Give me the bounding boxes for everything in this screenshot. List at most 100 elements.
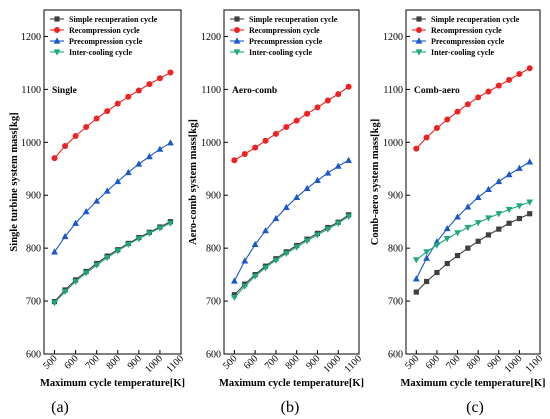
y-tick-label: 1200 xyxy=(21,32,41,43)
series-line xyxy=(233,159,349,282)
data-point xyxy=(505,206,513,214)
data-point xyxy=(82,208,90,215)
series-line xyxy=(54,142,171,253)
data-point xyxy=(314,232,321,239)
x-tick-label: 1000 xyxy=(143,353,165,375)
x-tick-label: 900 xyxy=(486,353,504,371)
data-point xyxy=(495,177,503,185)
data-point xyxy=(241,257,249,264)
y-tick-label: 1000 xyxy=(201,138,221,149)
data-point xyxy=(82,270,90,277)
y-tick-label: 900 xyxy=(206,191,221,202)
data-point xyxy=(231,157,238,164)
subfigure-label: (a) xyxy=(51,399,69,416)
data-point xyxy=(156,75,163,82)
data-point xyxy=(145,152,153,160)
legend-label: Inter-cooling cycle xyxy=(249,48,312,57)
data-point xyxy=(230,294,238,301)
data-point xyxy=(93,262,101,269)
x-tick-label: 500 xyxy=(403,353,421,371)
series-1 xyxy=(413,65,533,152)
y-tick-label: 600 xyxy=(26,350,41,361)
data-point xyxy=(345,83,352,90)
plot-frame xyxy=(43,9,182,355)
y-tick-label: 1100 xyxy=(21,85,41,96)
data-point xyxy=(526,158,534,165)
data-point xyxy=(474,193,482,200)
data-point xyxy=(303,184,311,191)
legend-marker xyxy=(415,37,423,44)
data-point xyxy=(230,277,238,284)
panel-annotation: Aero-comb xyxy=(232,86,277,96)
legend-marker xyxy=(234,27,240,33)
y-tick-label: 1200 xyxy=(383,32,403,43)
y-tick-label: 1100 xyxy=(201,85,221,96)
x-tick-label: 800 xyxy=(465,353,483,371)
legend-marker xyxy=(233,37,241,44)
data-point xyxy=(135,236,143,243)
legend-label: Recompression cycle xyxy=(69,26,140,35)
data-point xyxy=(464,101,471,108)
data-point xyxy=(434,269,440,276)
x-tick-label: 1100 xyxy=(342,353,364,375)
legend-label: Precompression cycle xyxy=(249,37,323,46)
y-tick-label: 900 xyxy=(26,191,41,202)
data-point xyxy=(231,292,237,298)
data-point xyxy=(51,300,58,307)
series-line xyxy=(415,201,530,261)
data-point xyxy=(454,252,461,259)
y-axis-title: Aero-comb system mass[kg] xyxy=(188,119,199,245)
data-point xyxy=(433,125,440,132)
data-point xyxy=(314,176,321,184)
data-point xyxy=(262,227,269,234)
data-point xyxy=(515,203,523,210)
data-point xyxy=(454,108,461,115)
data-point xyxy=(293,244,301,251)
data-point xyxy=(485,185,492,193)
series-2 xyxy=(412,158,534,282)
data-point xyxy=(61,288,69,296)
data-point xyxy=(156,145,164,152)
series-line xyxy=(415,161,530,280)
data-point xyxy=(527,211,533,217)
data-point xyxy=(413,145,420,152)
data-point xyxy=(262,265,269,272)
y-tick-label: 600 xyxy=(388,350,403,361)
data-point xyxy=(124,241,132,249)
series-2 xyxy=(51,139,174,255)
legend-label: Inter-cooling cycle xyxy=(431,48,494,57)
data-point xyxy=(423,134,430,141)
data-point xyxy=(465,245,471,251)
data-point xyxy=(167,69,174,76)
y-tick-label: 900 xyxy=(388,191,403,202)
x-tick-label: 600 xyxy=(242,353,260,371)
data-point xyxy=(443,236,451,243)
y-axis-title: Comb-aero system mass[kg] xyxy=(370,119,381,245)
series-line xyxy=(233,215,349,298)
legend-marker xyxy=(53,37,61,44)
data-point xyxy=(444,260,450,267)
data-point xyxy=(324,226,332,233)
data-point xyxy=(474,220,482,227)
data-point xyxy=(334,220,342,227)
data-point xyxy=(526,65,533,72)
data-point xyxy=(93,197,101,204)
legend: Simple recuperation cycle Recompression c… xyxy=(50,15,158,57)
legend-label: Recompression cycle xyxy=(431,26,502,35)
series-line xyxy=(415,67,530,150)
legend-label: Simple recuperation cycle xyxy=(431,15,520,24)
data-point xyxy=(114,100,121,107)
series-3 xyxy=(230,213,353,301)
data-point xyxy=(93,115,100,122)
data-point xyxy=(167,139,174,146)
data-point xyxy=(282,203,290,211)
data-point xyxy=(454,213,461,220)
x-tick-label: 1100 xyxy=(523,353,545,375)
y-tick-label: 700 xyxy=(388,297,403,308)
data-point xyxy=(423,254,431,261)
x-tick-label: 600 xyxy=(62,353,80,371)
data-point xyxy=(293,117,300,124)
x-axis-title: Maximum cycle temperature[K] xyxy=(400,378,545,389)
data-point xyxy=(114,248,122,255)
